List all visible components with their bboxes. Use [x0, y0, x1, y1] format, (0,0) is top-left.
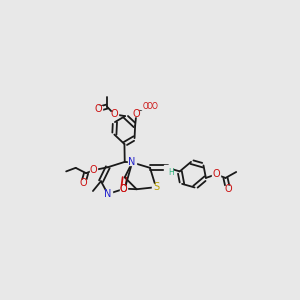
Text: O: O	[212, 169, 220, 179]
Bar	[80, 180, 86, 185]
Text: O: O	[110, 109, 118, 119]
Text: H: H	[169, 168, 174, 177]
Bar	[94, 106, 102, 112]
Text: O: O	[119, 184, 127, 194]
Bar	[128, 160, 136, 165]
Text: O: O	[80, 178, 87, 188]
Bar	[140, 104, 151, 109]
Text: O: O	[94, 104, 102, 114]
Text: O: O	[152, 102, 158, 111]
Bar	[152, 184, 160, 190]
Text: O: O	[119, 184, 127, 194]
Bar	[95, 106, 101, 111]
Bar	[225, 186, 231, 191]
Bar	[213, 172, 219, 177]
Bar	[119, 186, 127, 191]
Bar	[164, 165, 172, 170]
Text: N: N	[128, 158, 136, 167]
Bar	[91, 168, 97, 172]
Text: O: O	[90, 165, 97, 175]
Bar	[90, 167, 97, 173]
Text: O: O	[142, 102, 148, 111]
Bar	[111, 112, 117, 117]
Bar	[111, 112, 118, 117]
Text: S: S	[153, 182, 159, 192]
Bar	[104, 191, 112, 197]
Bar	[80, 180, 87, 185]
Bar	[121, 186, 126, 191]
Bar	[134, 111, 139, 116]
Text: O: O	[224, 184, 232, 194]
Bar	[224, 186, 232, 191]
Text: O: O	[146, 102, 152, 111]
Bar	[133, 111, 140, 116]
Text: O: O	[133, 109, 140, 119]
Bar	[212, 172, 220, 177]
Text: N: N	[104, 189, 112, 199]
